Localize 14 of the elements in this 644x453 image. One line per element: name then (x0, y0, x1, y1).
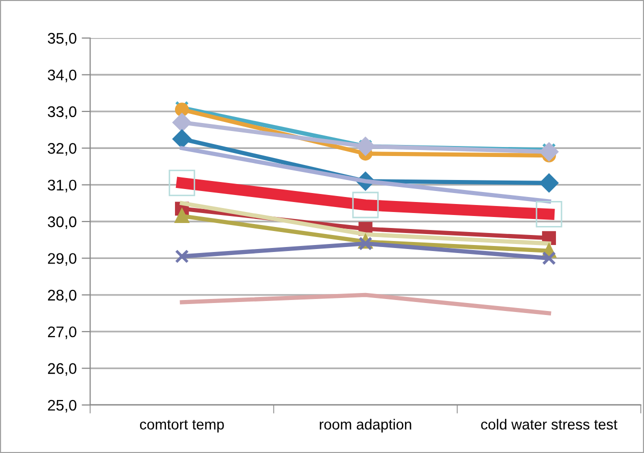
y-tick-label: 26,0 (48, 363, 76, 376)
y-tick-label: 32,0 (48, 143, 76, 156)
y-tick-label: 31,0 (48, 180, 76, 192)
y-tick-label: 25,0 (48, 400, 76, 412)
x-tick-label: room adaption (320, 418, 412, 432)
y-tick-label: 35,0 (48, 32, 76, 46)
y-tick-label: 27,0 (48, 326, 76, 340)
y-tick-label: 33,0 (48, 106, 76, 119)
y-tick-label: 34,0 (48, 70, 76, 82)
y-tick-label: 30,0 (48, 216, 76, 230)
y-tick-label: 28,0 (48, 290, 76, 302)
x-tick-label: cold water stress test (481, 418, 618, 430)
x-tick-label: comtort temp (140, 420, 224, 432)
y-tick-label: 29,0 (48, 253, 76, 266)
